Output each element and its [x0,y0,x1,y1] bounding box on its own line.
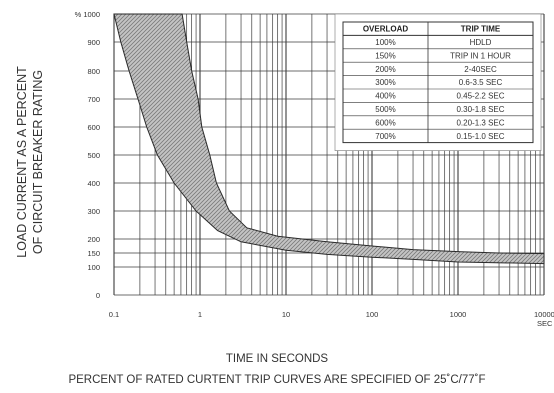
y-tick-label: 100 [87,263,100,272]
x-tick-label: 10000 [534,310,554,319]
y-tick-label: 0 [96,291,100,300]
table-header: OVERLOAD [363,25,409,34]
y-axis-label-line-1: LOAD CURRENT AS A PERCENT [15,66,29,258]
table-header: TRIP TIME [461,25,501,34]
table-cell: 200% [375,65,395,74]
table-cell: 700% [375,132,395,141]
table-border [342,21,534,144]
x-tick-label: 1000 [450,310,467,319]
table-cell: 0.45-2.2 SEC [456,92,504,101]
y-tick-label: 200 [87,235,100,244]
y-tick-label: % 1000 [75,10,100,19]
x-tick-label: 1 [198,310,202,319]
table-cell: TRIP IN 1 HOUR [450,51,511,60]
table-cell: 0.15-1.0 SEC [456,132,504,141]
x-tick-label: 100 [366,310,379,319]
y-tick-label: 600 [87,123,100,132]
temperature-note: PERCENT OF RATED CURTENT TRIP CURVES ARE… [68,374,486,386]
y-tick-label: 700 [87,95,100,104]
table-cell: 400% [375,92,395,101]
y-tick-label: 900 [87,38,100,47]
table-cell: 100% [375,38,395,47]
table-cell: 300% [375,78,395,87]
table-cell: 500% [375,105,395,114]
x-tick-label: 10 [282,310,290,319]
y-tick-label: 500 [87,151,100,160]
trip-curve-chart: LOAD CURRENT AS A PERCENT OF CIRCUIT BRE… [15,10,554,328]
table-cell: 0.20-1.3 SEC [456,118,504,127]
x-tick-label: 0.1 [109,310,119,319]
y-tick-label: 800 [87,67,100,76]
x-axis-label: TIME IN SECONDS [225,353,329,365]
trip-time-table: OVERLOAD TRIP TIME 100% HDLD 150% TRIP IN 1 H… [334,13,542,151]
table-cell: 600% [375,118,395,127]
y-axis-label-line-2: OF CIRCUIT BREAKER RATING [31,70,45,254]
y-tick-label: 300 [87,207,100,216]
table-cell: HDLD [470,38,492,47]
y-tick-labels: 0 100 150 200 300 400 500 600 700 800 900 % 1000 [75,10,100,300]
table-cell: 2-40SEC [464,65,497,74]
x-unit-label: SEC [537,319,553,328]
y-tick-label: 400 [87,179,100,188]
trip-band [113,13,545,265]
table-background [334,13,542,151]
table-cell: 0.6-3.5 SEC [459,78,503,87]
table-cell: 150% [375,51,395,60]
table-cell: 0.30-1.8 SEC [456,105,504,114]
y-tick-label: 150 [87,249,100,258]
